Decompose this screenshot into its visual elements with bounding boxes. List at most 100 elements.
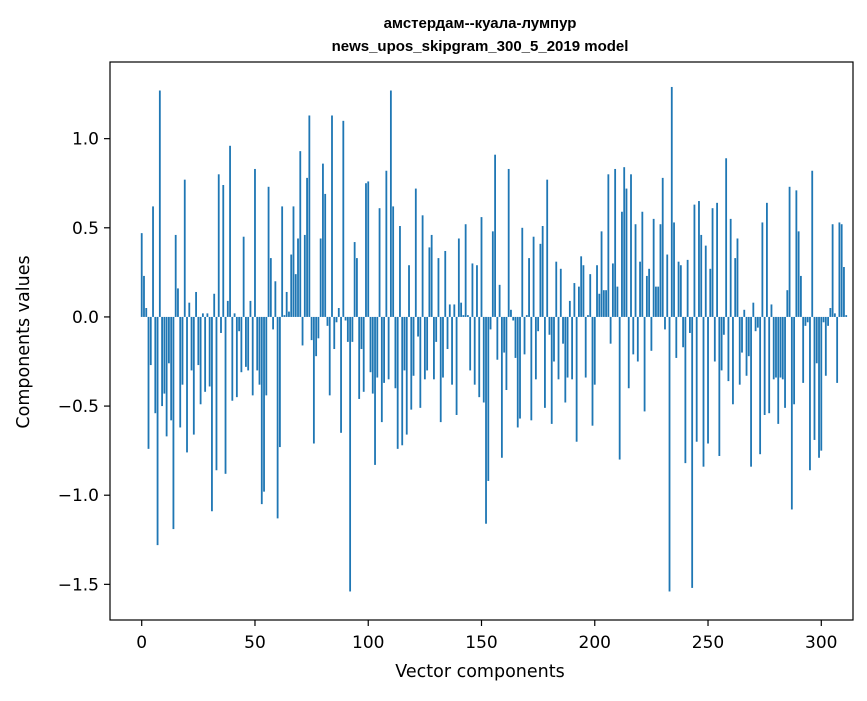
bar xyxy=(702,316,705,467)
bar xyxy=(836,316,839,383)
bar xyxy=(589,274,592,317)
bar xyxy=(408,265,410,317)
bar xyxy=(419,316,422,408)
bar xyxy=(426,316,429,371)
bar xyxy=(806,316,809,323)
bar xyxy=(698,201,700,317)
bar xyxy=(170,316,173,421)
bar xyxy=(485,316,487,524)
bar xyxy=(587,315,589,317)
bar xyxy=(412,316,415,376)
bar xyxy=(489,316,492,330)
bar xyxy=(530,316,533,421)
bar xyxy=(423,316,426,380)
bar xyxy=(448,304,451,317)
y-tick-label: −1.5 xyxy=(58,575,99,595)
bar xyxy=(550,316,553,424)
bar xyxy=(315,316,318,357)
bar xyxy=(544,316,546,408)
bar xyxy=(240,316,243,373)
bar xyxy=(186,316,188,453)
bar xyxy=(618,316,621,460)
bar xyxy=(786,290,789,317)
bar xyxy=(163,316,166,394)
bar xyxy=(512,316,515,321)
bar xyxy=(353,242,356,317)
bar xyxy=(362,316,365,392)
bar xyxy=(346,316,349,342)
bar xyxy=(217,174,220,317)
bar xyxy=(143,275,145,317)
bar xyxy=(831,224,834,317)
bar xyxy=(224,316,227,474)
x-tick-label: 50 xyxy=(244,633,266,653)
bar xyxy=(319,238,322,317)
bar xyxy=(403,316,406,371)
bar xyxy=(555,261,558,317)
bar xyxy=(152,206,154,317)
bar xyxy=(827,316,829,326)
bar xyxy=(231,316,234,401)
bar xyxy=(249,300,252,317)
bar xyxy=(593,316,596,385)
bar xyxy=(546,179,549,317)
bar xyxy=(310,316,313,341)
bar xyxy=(471,263,474,317)
x-tick-label: 250 xyxy=(692,633,724,653)
bar xyxy=(158,90,161,317)
bar xyxy=(145,308,148,317)
bar xyxy=(460,302,463,317)
y-tick-label: −1.0 xyxy=(58,486,99,506)
bar xyxy=(729,218,732,317)
bar xyxy=(743,309,746,317)
bar xyxy=(446,316,449,350)
bar xyxy=(548,316,551,335)
bar xyxy=(177,288,179,317)
bar xyxy=(351,316,354,342)
bar xyxy=(211,316,213,512)
bar xyxy=(174,234,177,317)
bar xyxy=(167,316,170,364)
bar xyxy=(523,316,526,355)
bar xyxy=(165,316,168,437)
y-tick-label: 0.0 xyxy=(72,308,99,328)
bar xyxy=(188,302,191,317)
bar xyxy=(675,316,678,358)
bar xyxy=(437,258,440,317)
bar xyxy=(294,274,297,317)
bar xyxy=(657,286,660,317)
bar xyxy=(439,316,442,423)
bar xyxy=(387,316,390,380)
bar xyxy=(525,315,528,317)
bar xyxy=(643,316,646,412)
bar xyxy=(666,254,669,317)
bar xyxy=(584,316,587,378)
bar xyxy=(285,291,288,317)
bar xyxy=(575,316,578,442)
bar xyxy=(507,168,510,317)
bar xyxy=(190,316,193,371)
bar xyxy=(607,174,610,317)
bar xyxy=(741,316,743,353)
y-axis-ticks: −1.5 −1.0 −0.5 0.0 0.5 1.0 xyxy=(58,130,110,595)
bar xyxy=(140,233,143,317)
bar xyxy=(306,177,308,317)
bar xyxy=(356,258,358,317)
bar xyxy=(571,316,574,380)
bar xyxy=(537,316,540,332)
bar xyxy=(759,316,762,455)
bar xyxy=(195,291,197,317)
bar xyxy=(802,316,805,383)
bar xyxy=(534,316,537,380)
bar xyxy=(521,227,524,317)
bar xyxy=(197,316,200,366)
bar xyxy=(668,316,671,592)
bar xyxy=(274,281,277,317)
bar xyxy=(333,316,336,350)
bar xyxy=(394,316,397,389)
bar xyxy=(401,316,404,446)
bar xyxy=(736,238,739,317)
bar xyxy=(732,316,734,405)
bar xyxy=(845,315,848,317)
